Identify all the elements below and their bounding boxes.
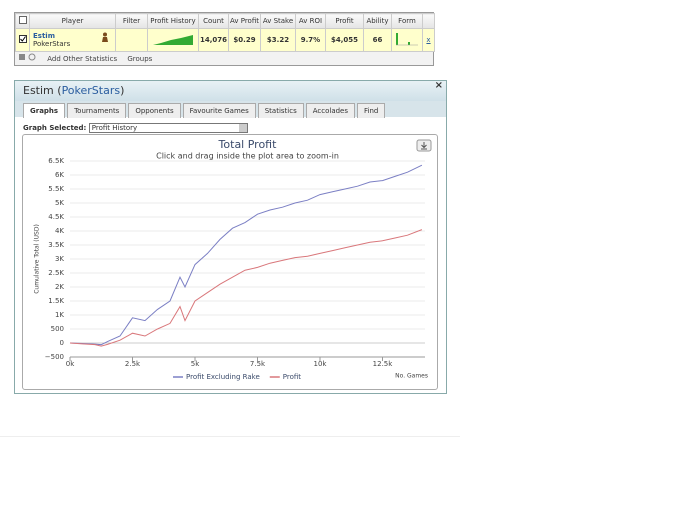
y-tick-label: 4.5K bbox=[48, 213, 64, 221]
av-stake-cell: $3.22 bbox=[260, 28, 296, 52]
y-tick-label: 1K bbox=[55, 311, 64, 319]
add-statistics[interactable]: Add Other Statistics bbox=[47, 55, 118, 63]
tab[interactable]: Favourite Games bbox=[182, 103, 256, 118]
x-tick-label: 2.5k bbox=[125, 360, 141, 368]
table: Player Filter Profit History Count Av Pr… bbox=[15, 13, 435, 52]
column-header[interactable]: Av Stake bbox=[260, 13, 296, 29]
sparkline bbox=[153, 35, 193, 45]
x-tick-label: 7.5k bbox=[250, 360, 266, 368]
column-header[interactable]: Ability bbox=[363, 13, 392, 29]
y-tick-label: 2.5K bbox=[48, 269, 64, 277]
y-tick-label: 3K bbox=[55, 255, 64, 263]
select-all[interactable] bbox=[15, 13, 30, 29]
checkbox[interactable] bbox=[18, 16, 27, 24]
y-tick-label: 2K bbox=[55, 283, 64, 291]
av-roi-cell: 9.7% bbox=[295, 28, 326, 52]
column-header[interactable]: Profit History bbox=[147, 13, 199, 29]
y-tick-label: 6K bbox=[55, 171, 64, 179]
y-tick-label: 3.5K bbox=[48, 241, 64, 249]
x-tick-label: 5k bbox=[191, 360, 200, 368]
chart-title: Total Profit bbox=[218, 138, 278, 151]
tab[interactable]: Accolades bbox=[305, 103, 356, 118]
tab[interactable]: Tournaments bbox=[67, 103, 127, 118]
series-line bbox=[69, 164, 423, 346]
site-link[interactable]: PokerStars bbox=[61, 84, 121, 97]
player-site: PokerStars bbox=[33, 40, 71, 48]
remove-row[interactable]: x bbox=[422, 28, 435, 52]
chart-container: Total Profit Click and drag inside the pl… bbox=[22, 134, 438, 390]
y-tick-label: 6.5K bbox=[48, 157, 64, 165]
checkbox[interactable] bbox=[18, 35, 27, 43]
y-tick-label: 5K bbox=[55, 199, 64, 207]
filter-cell bbox=[115, 28, 148, 52]
tab[interactable]: Find bbox=[357, 103, 386, 118]
graph-dropdown[interactable]: Profit History bbox=[88, 123, 248, 133]
player-icon bbox=[102, 32, 108, 42]
count-cell: 14,076 bbox=[198, 28, 229, 52]
player-cell: Estim PokerStars bbox=[29, 28, 116, 52]
series-line bbox=[69, 229, 423, 347]
chart-subtitle: Click and drag inside the plot area to z… bbox=[156, 152, 339, 161]
close-button[interactable]: × bbox=[434, 80, 443, 91]
panel-title: Estim (PokerStars) × bbox=[15, 80, 446, 101]
column-header[interactable]: Player bbox=[29, 13, 116, 29]
y-tick-label: 4K bbox=[55, 227, 64, 235]
graph-selector: Graph Selected: Profit History bbox=[23, 123, 248, 133]
column-header[interactable]: Form bbox=[391, 13, 423, 29]
header-blank bbox=[422, 13, 435, 29]
x-tick-label: 12.5k bbox=[373, 360, 394, 368]
form-chart bbox=[396, 33, 418, 46]
profit-cell: $4,055 bbox=[325, 28, 364, 52]
column-header[interactable]: Av Profit bbox=[228, 13, 261, 29]
download-button[interactable] bbox=[416, 139, 432, 152]
toolbar-icons[interactable] bbox=[19, 53, 45, 61]
divider bbox=[0, 436, 460, 437]
tab[interactable]: Opponents bbox=[128, 103, 181, 118]
column-header[interactable]: Av ROI bbox=[295, 13, 326, 29]
player-panel: Estim (PokerStars) × Graphs Tournaments Opp… bbox=[14, 80, 447, 394]
column-header[interactable]: Count bbox=[198, 13, 229, 29]
y-axis-label: Cumulative Total (USD) bbox=[34, 224, 41, 294]
x-axis-label: No. Games bbox=[395, 373, 428, 380]
title-suffix: ) bbox=[120, 84, 125, 97]
y-tick-label: −500 bbox=[45, 353, 64, 361]
y-tick-label: 500 bbox=[51, 325, 64, 333]
tab-bar: Graphs Tournaments Opponents Favourite Game… bbox=[15, 101, 446, 118]
toolbar: Add Other Statistics Groups bbox=[15, 52, 433, 66]
column-header[interactable]: Filter bbox=[115, 13, 148, 29]
legend-label: Profit bbox=[283, 373, 302, 381]
legend-label: Profit Excluding Rake bbox=[186, 373, 260, 381]
stats-table: Player Filter Profit History Count Av Pr… bbox=[14, 12, 435, 66]
row-select[interactable] bbox=[15, 28, 30, 52]
groups-menu[interactable]: Groups bbox=[127, 55, 153, 63]
title-prefix: Estim ( bbox=[23, 84, 62, 97]
form-cell bbox=[391, 28, 423, 52]
tab[interactable]: Graphs bbox=[23, 103, 66, 118]
y-tick-label: 1.5K bbox=[48, 297, 64, 305]
y-tick-label: 0 bbox=[60, 339, 64, 347]
graph-label: Graph Selected: bbox=[23, 124, 87, 132]
x-tick-label: 10k bbox=[314, 360, 328, 368]
av-profit-cell: $0.29 bbox=[228, 28, 261, 52]
player-name[interactable]: Estim bbox=[33, 32, 55, 40]
ability-cell: 66 bbox=[363, 28, 392, 52]
x-tick-label: 0k bbox=[66, 360, 75, 368]
profit-history-cell bbox=[147, 28, 199, 52]
tab[interactable]: Statistics bbox=[257, 103, 304, 118]
column-header[interactable]: Profit bbox=[325, 13, 364, 29]
y-tick-label: 5.5K bbox=[48, 185, 64, 193]
